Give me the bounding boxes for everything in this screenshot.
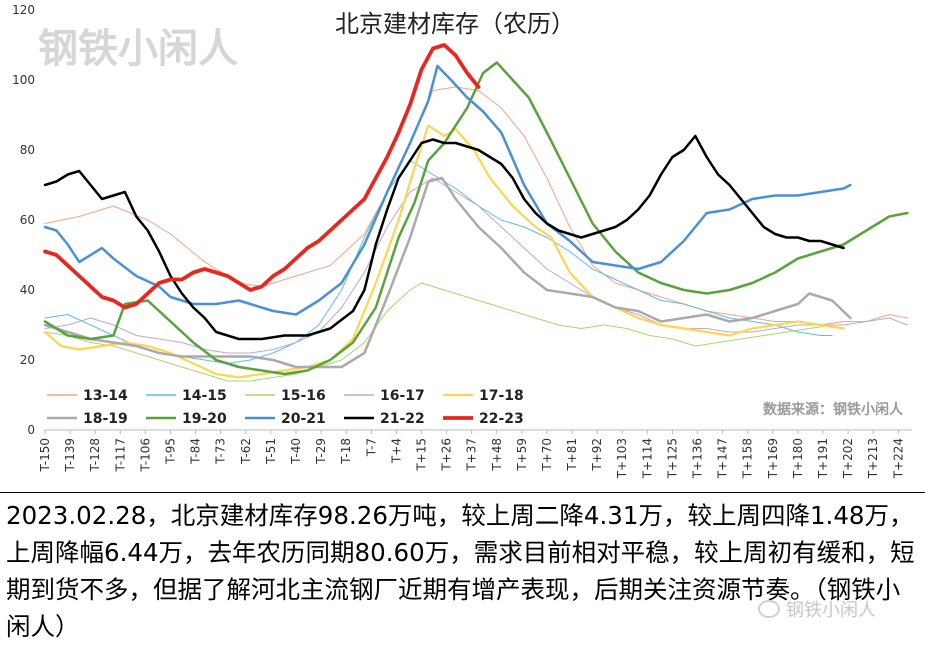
x-tick-label: T+48 <box>490 438 504 472</box>
legend-label-22-23: 22-23 <box>479 411 524 427</box>
y-tick-label: 60 <box>20 213 35 227</box>
x-tick-label: T+213 <box>866 438 880 479</box>
x-tick-label: T+158 <box>741 438 755 479</box>
x-tick-label: T+202 <box>841 438 855 479</box>
chart-title: 北京建材库存（农历） <box>335 10 575 38</box>
wechat-icon <box>758 600 780 618</box>
y-tick-label: 20 <box>20 353 35 367</box>
legend-label-15-16: 15-16 <box>281 388 326 404</box>
x-tick-label: T-62 <box>239 438 253 465</box>
x-tick-label: T-40 <box>289 438 303 465</box>
x-tick-label: T-18 <box>339 438 353 465</box>
line-chart: 钢铁小闲人 0 20 40 60 80 100 120 T-150 T-139 T-128 T-117… <box>12 3 912 479</box>
x-tick-label: T-7 <box>364 438 378 457</box>
series-line-19-20 <box>43 61 909 376</box>
x-tick-label: T+92 <box>590 438 604 472</box>
legend-label-20-21: 20-21 <box>281 411 326 427</box>
x-tick-label: T+103 <box>615 438 629 479</box>
legend-label-21-22: 21-22 <box>380 411 425 427</box>
x-tick-label: T-73 <box>214 438 228 465</box>
x-tick-label: T+81 <box>565 438 579 472</box>
x-tick-label: T-106 <box>138 438 152 472</box>
x-tick-label: T-51 <box>264 438 278 465</box>
x-tick-label: T+15 <box>414 438 428 472</box>
series-line-20-21 <box>43 64 852 316</box>
y-tick-label: 100 <box>12 73 35 87</box>
legend-label-13-14: 13-14 <box>83 388 128 404</box>
x-tick-label: T-29 <box>314 438 328 465</box>
y-tick-label: 120 <box>12 3 35 17</box>
series-line-22-23 <box>43 43 481 310</box>
x-tick-label: T+191 <box>816 438 830 479</box>
x-tick-label: T+169 <box>766 438 780 479</box>
y-tick-label: 0 <box>27 423 35 437</box>
x-tick-label: T+59 <box>515 438 529 472</box>
y-tick-label: 80 <box>20 143 35 157</box>
x-tick-label: T+37 <box>465 438 479 472</box>
legend-label-19-20: 19-20 <box>182 411 227 427</box>
x-tick-label: T+125 <box>665 438 679 479</box>
legend-label-18-19: 18-19 <box>83 411 128 427</box>
series-line-18-19 <box>43 176 852 369</box>
chart-area: 钢铁小闲人 0 20 40 60 80 100 120 T-150 T-139 T-128 T-117… <box>12 3 912 479</box>
y-tick-label: 40 <box>20 283 35 297</box>
x-tick-label: T+180 <box>791 438 805 479</box>
x-tick-label: T+4 <box>389 438 403 464</box>
x-tick-label: T-95 <box>163 438 177 465</box>
series-line-21-22 <box>43 134 845 341</box>
legend-label-17-18: 17-18 <box>479 388 524 404</box>
legend-label-16-17: 16-17 <box>380 388 425 404</box>
x-tick-label: T-117 <box>113 438 127 472</box>
x-tick-label: T+26 <box>440 438 454 472</box>
x-tick-label: T+136 <box>691 438 705 479</box>
source-note: 数据来源：钢铁小闲人 <box>763 401 904 418</box>
x-tick-label: T+224 <box>891 438 905 479</box>
x-tick-label: T-84 <box>189 438 203 465</box>
wechat-watermark: 钢铁小闲人 <box>758 596 876 622</box>
series-line-16-17 <box>44 177 908 354</box>
wechat-watermark-label: 钢铁小闲人 <box>786 600 876 621</box>
x-tick-label: T-150 <box>38 438 52 472</box>
series-line-13-14 <box>44 86 908 326</box>
watermark-text: 钢铁小闲人 <box>38 26 238 72</box>
x-tick-label: T+70 <box>540 438 554 472</box>
x-tick-label: T+147 <box>716 438 730 479</box>
x-tick-label: T-139 <box>63 438 77 472</box>
x-tick-label: T+114 <box>640 438 654 479</box>
x-tick-label: T-128 <box>88 438 102 472</box>
caption-text: 2023.02.28，北京建材库存98.26万吨，较上周二降4.31万，较上周四… <box>0 492 925 651</box>
legend-label-14-15: 14-15 <box>182 388 227 404</box>
series-line-15-16 <box>44 282 833 382</box>
